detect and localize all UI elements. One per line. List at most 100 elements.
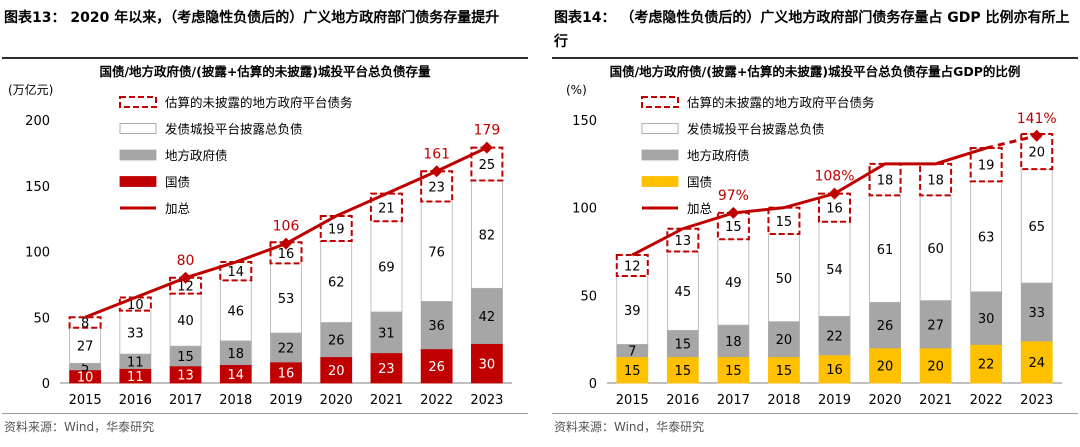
figure-panel-left: 图表13： 2020 年以来，（考虑隐性负债后的）广义地方政府部门债务存量提升 …	[0, 0, 530, 447]
data-label: 18	[228, 347, 245, 362]
total-marker	[828, 187, 841, 200]
total-label: 106	[273, 219, 300, 235]
data-label: 11	[127, 370, 144, 385]
data-label: 65	[1028, 220, 1045, 235]
legend-swatch	[119, 149, 157, 161]
x-tick-label: 2023	[470, 393, 503, 408]
chart-title: 国债/地方政府债/(披露+估算的未披露)城投平台总负债存量占GDP的比例	[610, 64, 1021, 79]
bar-segment	[69, 327, 102, 364]
bar-segment	[970, 344, 1003, 384]
data-label: 22	[978, 358, 995, 373]
legend-swatch	[119, 123, 157, 134]
x-tick-label: 2022	[970, 393, 1003, 408]
bar-segment	[370, 220, 403, 313]
source-note: 资料来源：Wind，华泰研究	[554, 420, 705, 434]
data-label: 10	[127, 298, 144, 313]
data-label: 18	[725, 335, 742, 350]
legend-swatch	[119, 96, 157, 108]
bar-segment	[615, 254, 649, 278]
bar-segment	[666, 356, 699, 384]
data-label: 39	[624, 304, 641, 319]
bar-segment	[818, 192, 851, 223]
data-label: 18	[877, 174, 894, 189]
x-tick-label: 2020	[320, 393, 353, 408]
bottom-divider	[552, 413, 1078, 414]
x-tick-label: 2020	[869, 393, 902, 408]
legend-label: 国债	[687, 175, 712, 190]
legend-swatch	[641, 176, 679, 187]
total-line-dashed	[985, 134, 1038, 150]
data-label: 53	[278, 292, 295, 307]
legend-label: 估算的未披露的地方政府平台债务	[165, 95, 353, 110]
bar-segment	[869, 347, 901, 384]
bar-segment	[768, 356, 800, 384]
data-label: 16	[826, 363, 843, 378]
x-tick-label: 2019	[818, 393, 851, 408]
legend-label: 发债城投平台披露总负债	[165, 122, 303, 137]
data-label: 20	[877, 359, 894, 374]
x-tick-label: 2016	[119, 393, 152, 408]
data-label: 12	[177, 280, 194, 295]
x-tick-label: 2017	[717, 393, 750, 408]
data-label: 23	[428, 180, 445, 195]
bar-segment	[666, 251, 699, 331]
legend-label: 估算的未披露的地方政府平台债务	[687, 95, 875, 110]
bar-segment	[219, 261, 253, 282]
legend-swatch	[641, 149, 679, 161]
data-label: 26	[877, 319, 894, 334]
data-label: 15	[776, 215, 793, 230]
total-marker	[727, 206, 740, 219]
data-label: 82	[479, 228, 496, 243]
legend-swatch	[119, 176, 157, 187]
legend-label: 发债城投平台披露总负债	[687, 122, 825, 137]
data-label: 11	[127, 355, 144, 370]
bar-segment	[320, 240, 353, 323]
data-label: 42	[479, 310, 496, 325]
bar-segment	[420, 301, 453, 350]
data-label: 54	[826, 263, 843, 278]
data-label: 18	[927, 174, 944, 189]
bar-segment	[768, 321, 800, 358]
data-label: 15	[675, 364, 692, 379]
total-marker	[280, 237, 292, 250]
bar-segment	[68, 316, 102, 329]
data-label: 16	[278, 366, 295, 381]
data-label: 30	[978, 312, 995, 327]
total-marker	[480, 141, 493, 154]
x-tick-label: 2018	[767, 393, 800, 408]
data-label: 7	[628, 345, 636, 360]
bar-segment	[717, 238, 750, 326]
data-label: 40	[177, 314, 194, 329]
x-tick-label: 2019	[269, 393, 302, 408]
data-label: 62	[328, 276, 345, 291]
bar-segment	[370, 352, 403, 384]
data-label: 15	[725, 220, 742, 235]
bar-segment	[767, 206, 801, 235]
y-tick-label: 150	[25, 180, 50, 195]
bar-segment	[818, 354, 851, 384]
bar-segment	[970, 180, 1003, 293]
x-tick-label: 2021	[370, 393, 403, 408]
data-label: 60	[927, 242, 944, 257]
data-label: 13	[177, 368, 194, 383]
chart-title: 国债/地方政府债/(披露+估算的未披露)城投平台总负债存量	[99, 64, 431, 79]
legend-swatch	[641, 123, 679, 134]
data-label: 26	[428, 360, 445, 375]
data-label: 45	[675, 285, 692, 300]
stacked-bar-chart-right: 国债/地方政府债/(披露+估算的未披露)城投平台总负债存量占GDP的比例 (%) 0…	[566, 64, 1062, 408]
bar-segment	[470, 180, 503, 289]
bar-segment	[470, 343, 503, 384]
bar-segment	[320, 322, 353, 358]
data-label: 13	[675, 234, 692, 249]
data-label: 15	[177, 350, 194, 365]
bar-segment	[869, 301, 901, 349]
total-label: 80	[177, 253, 195, 269]
data-label: 49	[725, 276, 742, 291]
data-label: 15	[675, 338, 692, 353]
total-line	[631, 146, 987, 257]
data-label: 26	[328, 334, 345, 349]
data-label: 23	[378, 362, 395, 377]
figure-title: 图表13： 2020 年以来，（考虑隐性负债后的）广义地方政府部门债务存量提升	[4, 10, 500, 26]
total-marker	[179, 271, 192, 284]
figure-panel-right: 图表14： （考虑隐性负债后的）广义地方政府部门债务存量占 GDP 比例亦有所上…	[550, 0, 1080, 447]
